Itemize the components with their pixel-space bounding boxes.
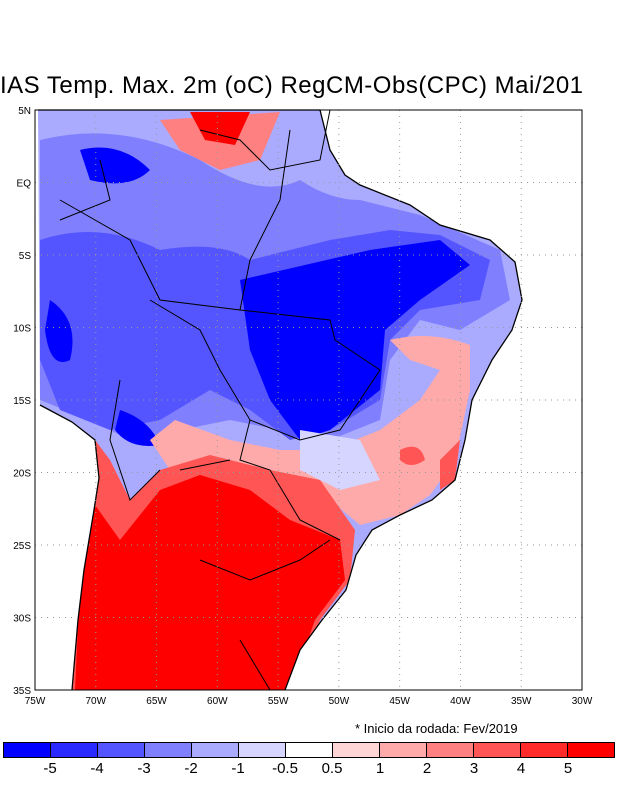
colorbar-label: -1 [231, 760, 245, 777]
run-start-note: * Inicio da rodada: Fev/2019 [355, 721, 518, 736]
colorbar-label: 5 [563, 760, 573, 777]
lat-axis: 5N EQ 5S 10S 15S 20S 25S 30S 35S [13, 106, 31, 697]
borders [59, 109, 381, 691]
colorbar-label: 4 [516, 760, 526, 777]
colorbar-swatch [568, 743, 614, 757]
lon-tick-label: 50W [329, 696, 350, 707]
lat-tick-label: 30S [13, 614, 31, 625]
colorbar-swatch [192, 743, 239, 757]
colorbar-label: -4 [90, 760, 104, 777]
lon-tick-label: 55W [268, 696, 289, 707]
colorbar-swatch [474, 743, 521, 757]
lon-tick-label: 40W [450, 696, 471, 707]
colorbar [3, 742, 615, 758]
lat-tick-label: 25S [13, 541, 31, 552]
colorbar-swatch [145, 743, 192, 757]
anomaly-field [38, 110, 522, 690]
colorbar-swatch [4, 743, 51, 757]
lat-tick-label: 15S [13, 396, 31, 407]
lon-tick-label: 70W [85, 696, 106, 707]
colorbar-swatch [380, 743, 427, 757]
plot-title: IAS Temp. Max. 2m (oC) RegCM-Obs(CPC) Ma… [0, 72, 584, 99]
lat-tick-label: 10S [13, 324, 31, 335]
colorbar-label: -0.5 [272, 760, 298, 777]
colorbar-label: -5 [43, 760, 57, 777]
lon-tick-label: 45W [389, 696, 410, 707]
colorbar-swatch [286, 743, 333, 757]
lat-tick-label: 5S [19, 251, 32, 262]
colorbar-swatch [98, 743, 145, 757]
colorbar-swatch [51, 743, 98, 757]
colorbar-swatch [427, 743, 474, 757]
lat-tick-label: 35S [13, 686, 31, 697]
map-frame [34, 109, 583, 691]
lon-tick-label: 35W [511, 696, 532, 707]
colorbar-swatch [239, 743, 286, 757]
lon-tick-label: 75W [25, 696, 46, 707]
colorbar-label: -2 [184, 760, 198, 777]
colorbar-swatch [333, 743, 380, 757]
colorbar-label: 1 [375, 760, 385, 777]
anomaly-map: 75W 70W 65W 60W 55W 50W 45W 40W 35W 30W 5N EQ 5S 10S… [13, 106, 593, 707]
grid [35, 110, 582, 690]
colorbar-label: 0.5 [321, 760, 343, 777]
lon-tick-label: 60W [207, 696, 228, 707]
lon-tick-label: 30W [572, 696, 593, 707]
colorbar-label: -3 [137, 760, 151, 777]
colorbar-label: 2 [422, 760, 432, 777]
lat-tick-label: 5N [18, 106, 31, 117]
colorbar-label: 3 [469, 760, 479, 777]
lon-axis: 75W 70W 65W 60W 55W 50W 45W 40W 35W 30W [25, 696, 593, 707]
lon-tick-label: 65W [146, 696, 167, 707]
coastline [38, 109, 523, 691]
lat-tick-label: 20S [13, 469, 31, 480]
colorbar-swatch [521, 743, 568, 757]
lat-tick-label: EQ [17, 179, 32, 190]
